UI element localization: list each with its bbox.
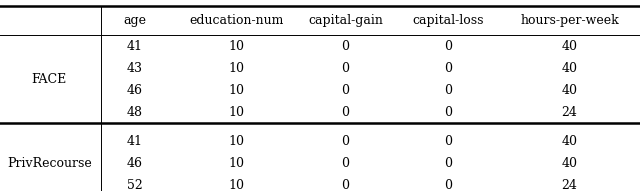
Text: 10: 10	[229, 84, 245, 97]
Text: 10: 10	[229, 62, 245, 75]
Text: 52: 52	[127, 179, 142, 191]
Text: 40: 40	[562, 40, 578, 53]
Text: 0: 0	[342, 106, 349, 119]
Text: 10: 10	[229, 179, 245, 191]
Text: 24: 24	[562, 106, 577, 119]
Text: 41: 41	[127, 135, 143, 148]
Text: 0: 0	[444, 40, 452, 53]
Text: 46: 46	[127, 157, 143, 170]
Text: 24: 24	[562, 179, 577, 191]
Text: 40: 40	[562, 135, 578, 148]
Text: 0: 0	[342, 179, 349, 191]
Text: 0: 0	[342, 84, 349, 97]
Text: 40: 40	[562, 62, 578, 75]
Text: 0: 0	[444, 106, 452, 119]
Text: 10: 10	[229, 106, 245, 119]
Text: 40: 40	[562, 157, 578, 170]
Text: 0: 0	[444, 135, 452, 148]
Text: capital-gain: capital-gain	[308, 14, 383, 27]
Text: 0: 0	[342, 157, 349, 170]
Text: 0: 0	[342, 135, 349, 148]
Text: 41: 41	[127, 40, 143, 53]
Text: education-num: education-num	[189, 14, 284, 27]
Text: 10: 10	[229, 157, 245, 170]
Text: 0: 0	[444, 62, 452, 75]
Text: 10: 10	[229, 40, 245, 53]
Text: 40: 40	[562, 84, 578, 97]
Text: 46: 46	[127, 84, 143, 97]
Text: 0: 0	[444, 157, 452, 170]
Text: 0: 0	[444, 179, 452, 191]
Text: hours-per-week: hours-per-week	[520, 14, 619, 27]
Text: age: age	[123, 14, 146, 27]
Text: FACE: FACE	[31, 73, 67, 86]
Text: 10: 10	[229, 135, 245, 148]
Text: 0: 0	[444, 84, 452, 97]
Text: 0: 0	[342, 62, 349, 75]
Text: capital-loss: capital-loss	[412, 14, 484, 27]
Text: PrivRecourse: PrivRecourse	[7, 157, 92, 170]
Text: 0: 0	[342, 40, 349, 53]
Text: 43: 43	[127, 62, 143, 75]
Text: 48: 48	[127, 106, 143, 119]
